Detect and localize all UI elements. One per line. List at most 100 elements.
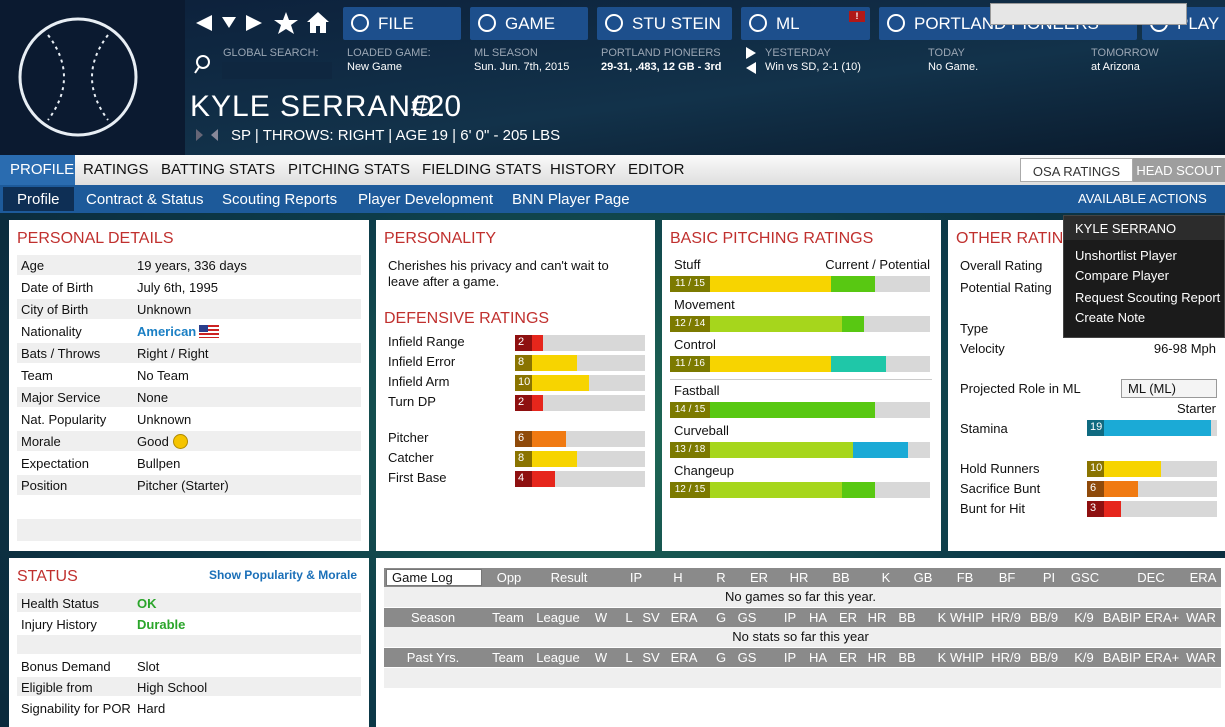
- column-header: League: [536, 650, 580, 665]
- column-header: K: [881, 570, 891, 585]
- rating-label: 13 / 18: [670, 442, 710, 458]
- row-value: Right / Right: [137, 346, 209, 361]
- column-header: WAR: [1186, 610, 1216, 625]
- tab[interactable]: RATINGS: [83, 161, 149, 178]
- tab[interactable]: PITCHING STATS: [288, 161, 410, 178]
- menu-item[interactable]: Create Note: [1075, 310, 1146, 325]
- row-value: 19 years, 336 days: [137, 258, 247, 273]
- rating-name: Stuff: [674, 257, 701, 272]
- table-row: [384, 627, 1221, 647]
- scout-tab[interactable]: HEAD SCOUT: [1133, 158, 1225, 182]
- column-header: BF: [998, 570, 1016, 585]
- player-details: SP | THROWS: RIGHT | AGE 19 | 6' 0" - 20…: [231, 127, 561, 144]
- row-label: Expectation: [21, 456, 89, 471]
- column-header: G: [715, 650, 727, 665]
- log-select[interactable]: Game Log: [386, 569, 482, 586]
- column-header: Team: [492, 650, 524, 665]
- current-bar: [670, 442, 853, 458]
- tab[interactable]: PROFILE: [0, 155, 75, 185]
- column-header: BB/9: [1029, 610, 1059, 625]
- row-label: Major Service: [21, 390, 101, 405]
- rating-label: 11 / 16: [670, 356, 710, 372]
- row-value: OK: [137, 596, 157, 611]
- row-label: Health Status: [21, 596, 100, 611]
- panel: PERSONAL DETAILS Age 19 years, 336 days Dat…: [9, 220, 369, 551]
- menu-item[interactable]: Request Scouting Report: [1075, 290, 1221, 305]
- menu-item[interactable]: Compare Player: [1075, 268, 1169, 283]
- row-bg: [17, 677, 361, 696]
- column-header: G: [715, 610, 727, 625]
- subtab[interactable]: Profile: [3, 187, 74, 211]
- row-label: Eligible from: [21, 680, 93, 695]
- row-bg: [17, 635, 361, 654]
- nav-button[interactable]: ML: [741, 7, 870, 40]
- tab[interactable]: HISTORY: [550, 161, 617, 178]
- rating-value: 8: [515, 355, 532, 371]
- info-value: No Game.: [928, 61, 979, 73]
- rating-label: 11 / 15: [670, 276, 710, 292]
- column-header: HR: [789, 570, 809, 585]
- subtab[interactable]: Contract & Status: [86, 191, 204, 208]
- rating-name: Projected Role in ML: [960, 381, 1081, 396]
- actions-button[interactable]: AVAILABLE ACTIONS: [1078, 191, 1207, 206]
- nav-icon: [749, 14, 767, 32]
- rating-value: 3: [1087, 501, 1104, 517]
- rating-name: Turn DP: [388, 394, 436, 409]
- column-header: ERA: [670, 650, 698, 665]
- rating-value: 2: [515, 395, 532, 411]
- column-header: HR/9: [991, 650, 1021, 665]
- info-value: Win vs SD, 2-1 (10): [765, 61, 861, 73]
- row-value: Good: [137, 434, 169, 449]
- info-value: at Arizona: [1091, 61, 1140, 73]
- role-select[interactable]: ML (ML): [1121, 379, 1217, 398]
- column-header: L: [625, 650, 633, 665]
- subtab[interactable]: Scouting Reports: [222, 191, 338, 208]
- subtab[interactable]: Player Development: [358, 191, 494, 208]
- row-value: None: [137, 390, 169, 405]
- column-header: HR: [867, 610, 887, 625]
- panel-title: STATUS: [17, 568, 78, 585]
- row-bg: [17, 343, 361, 363]
- menu-header: KYLE SERRANO: [1064, 216, 1224, 240]
- tab[interactable]: FIELDING STATS: [422, 161, 542, 178]
- panel: BASIC PITCHING RATINGS Current / Potentia…: [662, 220, 941, 551]
- bar-track: 12 / 15: [670, 482, 930, 498]
- bar-track: 11 / 16: [670, 356, 930, 372]
- column-header: H: [673, 570, 683, 585]
- column-header: Team: [492, 610, 524, 625]
- info-label: LOADED GAME:: [347, 47, 431, 59]
- table-row: [384, 568, 1221, 587]
- rating-name: Type: [960, 321, 989, 336]
- column-header: Opp: [496, 570, 522, 585]
- row-bg: [17, 593, 361, 612]
- tab[interactable]: BATTING STATS: [161, 161, 276, 178]
- search-widget[interactable]: [990, 3, 1187, 25]
- row-label: Age: [21, 258, 45, 273]
- row-bg: [17, 299, 361, 319]
- nav-button[interactable]: GAME: [470, 7, 588, 40]
- tab[interactable]: EDITOR: [628, 161, 685, 178]
- column-header: K/9: [1074, 650, 1094, 665]
- panel-title: PERSONAL DETAILS: [17, 230, 174, 247]
- scout-tab[interactable]: OSA RATINGS: [1020, 158, 1133, 182]
- bar-track: 2: [515, 395, 645, 411]
- row-bg: [17, 431, 361, 451]
- subtab[interactable]: BNN Player Page: [512, 191, 630, 208]
- nav-label: FILE: [378, 14, 414, 33]
- column-header: IP: [629, 570, 643, 585]
- bar-track: 6: [1087, 481, 1217, 497]
- current-bar: [670, 276, 831, 292]
- rating-name: Infield Error: [388, 354, 456, 369]
- nav-button[interactable]: FILE: [343, 7, 461, 40]
- status-link[interactable]: Show Popularity & Morale: [208, 568, 357, 582]
- rating-value: 2: [515, 335, 532, 351]
- row-value: Hard: [137, 701, 166, 716]
- column-header: ER: [749, 570, 769, 585]
- panel-title: BASIC PITCHING RATINGS: [670, 230, 874, 247]
- rating-bar: [1087, 420, 1212, 436]
- menu-item[interactable]: Unshortlist Player: [1075, 248, 1177, 263]
- nav-button[interactable]: STU STEIN: [597, 7, 732, 40]
- row-label: Nationality: [21, 324, 82, 339]
- flag-canton: [199, 325, 208, 332]
- row-label: Date of Birth: [21, 280, 94, 295]
